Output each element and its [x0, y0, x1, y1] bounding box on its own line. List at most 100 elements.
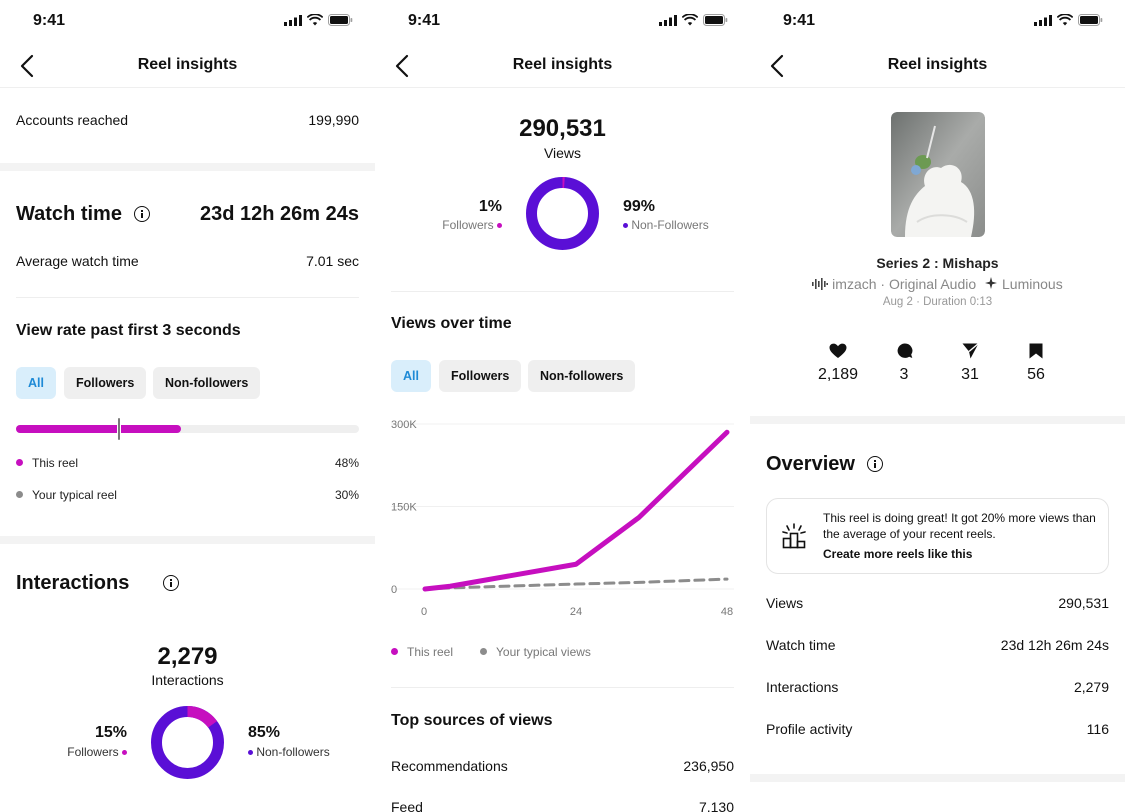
overview-label: Views	[766, 595, 804, 611]
wifi-icon	[307, 14, 323, 26]
legend-typical-reel-value: 30%	[334, 488, 359, 502]
accounts-reached-label: Accounts reached	[16, 112, 129, 128]
status-time: 9:41	[408, 12, 441, 29]
overview-label: Watch time	[766, 637, 836, 653]
back-arrow-icon[interactable]	[764, 52, 792, 80]
comment-icon	[897, 343, 912, 358]
divider	[16, 297, 359, 298]
sparkle-icon	[980, 276, 1002, 292]
overview-label: Profile activity	[766, 721, 853, 737]
signal-icon	[1034, 14, 1052, 26]
reel-meta: Aug 2 · Duration 0:13	[882, 296, 993, 308]
info-icon[interactable]	[134, 206, 150, 222]
back-arrow-icon[interactable]	[389, 52, 417, 80]
x-tick-label: 0	[421, 606, 427, 618]
interactions-title: Interactions	[16, 572, 130, 594]
stat-value: 31	[961, 366, 979, 383]
source-label: Recommendations	[391, 758, 508, 774]
avg-watch-value: 7.01 sec	[306, 253, 359, 269]
chip-non-followers[interactable]: Non-followers	[528, 360, 636, 392]
interactions-total: 2,279	[157, 643, 218, 670]
overview-value: 23d 12h 26m 24s	[1000, 637, 1109, 653]
battery-icon	[1078, 14, 1103, 26]
view-rate-track	[16, 417, 359, 441]
source-value: 7,130	[698, 799, 734, 812]
status-icons	[284, 14, 353, 26]
performance-banner[interactable]: This reel is doing great! It got 20% mor…	[766, 498, 1109, 574]
info-icon[interactable]	[163, 575, 180, 591]
battery-icon	[328, 14, 353, 26]
reel-thumbnail[interactable]	[891, 112, 985, 237]
screen-reel-insights-retention: 9:41 Reel insights Accounts reached 199,…	[0, 0, 375, 812]
typical-reel-marker	[116, 417, 121, 441]
watch-time-value: 23d 12h 26m 24s	[200, 203, 359, 225]
overview-label: Interactions	[766, 679, 839, 695]
views-non-followers-legend: Non-Followers	[623, 218, 709, 232]
donut-followers-segment	[151, 706, 224, 779]
reel-audio-row: imzach · Original Audio Luminous	[750, 276, 1125, 292]
views-total: 290,531	[519, 115, 606, 142]
divider	[391, 687, 734, 688]
views-followers-label: Followers	[442, 218, 494, 232]
signal-icon	[284, 14, 302, 26]
create-more-reels-link[interactable]: Create more reels like this	[823, 547, 973, 561]
views-over-time-title: Views over time	[391, 315, 512, 332]
reel-effect[interactable]: Luminous	[1002, 276, 1063, 292]
legend-this-reel-value: 48%	[334, 456, 359, 470]
series-line-this-reel	[422, 429, 730, 592]
interactions-followers-label: Followers	[67, 745, 119, 759]
overview-value: 290,531	[1058, 595, 1109, 611]
battery-icon	[703, 14, 728, 26]
chip-non-followers[interactable]: Non-followers	[153, 367, 261, 399]
wifi-icon	[1057, 14, 1073, 26]
chip-all[interactable]: All	[391, 360, 431, 392]
reel-audio[interactable]: imzach · Original Audio	[832, 276, 977, 292]
stat-likes: 2,189	[804, 343, 872, 384]
share-icon	[962, 342, 979, 359]
top-sources-title: Top sources of views	[391, 712, 553, 729]
source-value: 236,950	[683, 758, 734, 774]
views-non-followers-label: Non-Followers	[631, 218, 709, 232]
page-title: Reel insights	[137, 56, 238, 73]
legend-dot-this-reel	[391, 648, 398, 655]
section-divider	[750, 774, 1125, 782]
status-time: 9:41	[33, 12, 66, 29]
overview-title: Overview	[766, 453, 855, 475]
chip-followers[interactable]: Followers	[439, 360, 522, 392]
heart-icon	[829, 343, 847, 358]
save-icon	[1029, 343, 1043, 359]
back-arrow-icon[interactable]	[14, 52, 42, 80]
trophy-podium-icon	[782, 523, 806, 549]
source-label: Feed	[391, 799, 423, 812]
section-divider	[0, 163, 375, 171]
page-title: Reel insights	[887, 56, 988, 73]
x-tick-label: 24	[570, 606, 582, 618]
info-icon[interactable]	[867, 456, 883, 472]
screen-reel-insights-overview: 9:41 Reel insights Series 2 : Mishaps im…	[750, 0, 1125, 812]
status-icons	[659, 14, 728, 26]
followers-dot	[497, 223, 502, 228]
chip-all[interactable]: All	[16, 367, 56, 399]
views-non-followers-pct: 99%	[623, 198, 656, 215]
interactions-non-followers-legend: Non-followers	[248, 745, 330, 759]
legend-dot-typical	[480, 648, 487, 655]
interactions-followers-pct: 15%	[94, 724, 127, 741]
wifi-icon	[682, 14, 698, 26]
y-tick-label: 0	[391, 584, 397, 596]
y-tick-label: 150K	[391, 502, 417, 514]
chip-followers[interactable]: Followers	[64, 367, 147, 399]
donut-non-followers-segment	[526, 177, 599, 250]
audio-wave-icon	[812, 278, 829, 290]
non-followers-dot	[623, 223, 628, 228]
view-rate-title: View rate past first 3 seconds	[16, 322, 241, 339]
legend-dot-this-reel	[16, 459, 23, 466]
section-divider	[0, 536, 375, 544]
divider	[375, 87, 750, 88]
interactions-total-label: Interactions	[151, 672, 224, 688]
overview-value: 116	[1086, 721, 1109, 737]
legend-dot-typical	[16, 491, 23, 498]
legend-typical-reel: Your typical reel	[32, 488, 117, 502]
stat-value: 2,189	[817, 366, 859, 383]
view-rate-fill	[16, 425, 181, 433]
views-donut	[526, 177, 599, 250]
